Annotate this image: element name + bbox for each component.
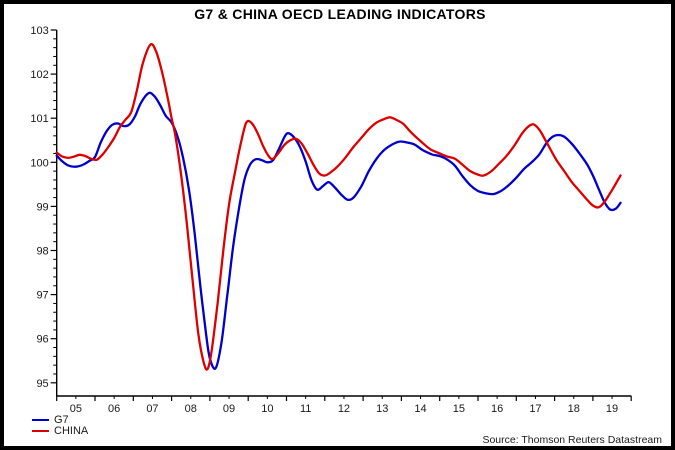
y-tick-label: 98 xyxy=(36,246,48,258)
x-tick-label: 16 xyxy=(491,403,503,415)
source-note: Source: Thomson Reuters Datastream xyxy=(482,434,662,446)
x-tick-label: 06 xyxy=(108,403,120,415)
x-tick-label: 07 xyxy=(146,403,158,415)
series-china-line xyxy=(55,43,622,371)
legend: G7 CHINA xyxy=(32,413,89,437)
legend-item-g7: G7 xyxy=(32,413,88,426)
chart-title: G7 & CHINA OECD LEADING INDICATORS xyxy=(194,6,486,22)
x-tick-label: 10 xyxy=(261,403,273,415)
g7-line-swatch xyxy=(32,418,49,421)
x-tick-label: 09 xyxy=(223,403,235,415)
x-tick-label: 15 xyxy=(453,403,465,415)
x-tick-label: 11 xyxy=(300,403,311,415)
y-tick-label: 97 xyxy=(36,290,48,302)
x-tick-label: 13 xyxy=(376,403,388,415)
y-tick-label: 102 xyxy=(30,69,48,81)
legend-label-china: CHINA xyxy=(54,424,89,437)
plot-area: 103 102 101 100 99 98 97 96 95 05 06 07 08 09 10 11 12 13… xyxy=(30,25,632,415)
series-g7-line xyxy=(55,91,622,370)
x-tick-label: 17 xyxy=(529,403,541,415)
x-tick-label: 18 xyxy=(568,403,580,415)
x-tick-label: 05 xyxy=(70,403,82,415)
x-tick-label: 19 xyxy=(606,403,618,415)
x-tick-label: 12 xyxy=(338,403,350,415)
y-tick-label: 101 xyxy=(30,113,48,125)
legend-item-china: CHINA xyxy=(32,424,89,437)
y-tick-label: 96 xyxy=(36,334,48,346)
y-tick-label: 99 xyxy=(36,201,48,213)
y-tick-label: 100 xyxy=(30,157,48,169)
x-tick-label: 14 xyxy=(414,403,426,415)
x-tick-label: 08 xyxy=(185,403,197,415)
china-line-swatch xyxy=(32,429,49,432)
y-tick-label: 103 xyxy=(30,25,48,37)
y-tick-label: 95 xyxy=(36,378,48,390)
legend-label-g7: G7 xyxy=(54,413,69,426)
